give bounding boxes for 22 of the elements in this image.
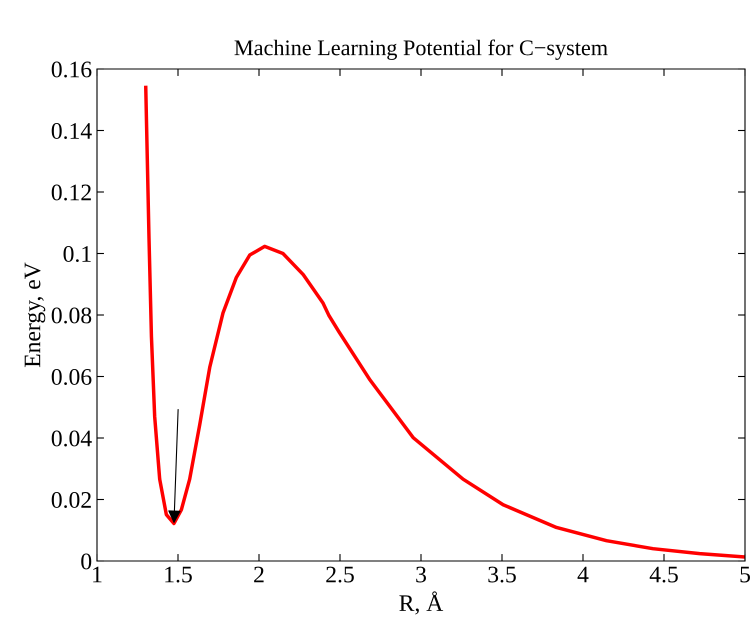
x-tick-label: 3.5: [488, 566, 516, 583]
x-tick-label: 5: [740, 566, 750, 582]
y-axis-title: Energy, eV: [24, 262, 46, 368]
line-series: [144, 86, 745, 559]
x-tick-label: 3: [416, 566, 426, 582]
y-tick-label: 0.14: [52, 122, 92, 140]
y-tick-label: 0: [81, 553, 92, 570]
y-tick-label: 0.04: [52, 430, 92, 447]
x-tick-label: 4: [578, 566, 589, 582]
y-tick-label: 0.1: [64, 246, 91, 262]
x-tick-label: 2.5: [326, 566, 354, 583]
x-tick-label: 2: [254, 566, 264, 582]
y-tick-label: 0.06: [52, 368, 92, 386]
x-tick-label: 1.5: [165, 566, 192, 583]
x-axis-title: R, Å: [399, 591, 444, 615]
y-tick-label: 0.08: [52, 307, 92, 324]
y-tick-label: 0.16: [52, 61, 92, 78]
y-tick-label: 0.02: [52, 492, 91, 508]
chart-title: Machine Learning Potential for C−system: [234, 39, 608, 60]
x-tick-label: 1: [93, 566, 102, 582]
x-tick-label: 4.5: [650, 566, 678, 583]
y-tick-label: 0.12: [52, 184, 91, 201]
